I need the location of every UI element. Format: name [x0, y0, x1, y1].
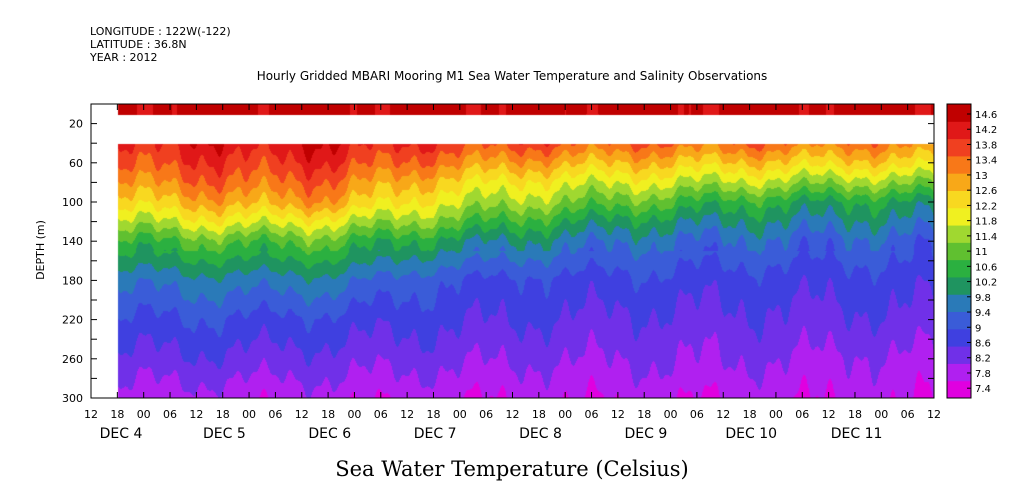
x-hour-label: 18 [321, 408, 335, 421]
colorbar-swatch [947, 242, 971, 261]
colorbar-swatch [947, 363, 971, 382]
x-date-label: DEC 7 [414, 426, 457, 442]
colorbar-label: 8.6 [975, 338, 991, 349]
x-date-label: DEC 11 [831, 426, 883, 442]
y-tick-label: 220 [62, 314, 83, 327]
colorbar-label: 10.2 [975, 278, 997, 289]
colorbar-swatch [947, 138, 971, 157]
colorbar-swatch [947, 155, 971, 174]
colorbar-label: 7.4 [975, 384, 991, 395]
colorbar-swatch [947, 173, 971, 191]
colorbar-label: 9.4 [975, 308, 991, 319]
temperature-heatmap [91, 104, 934, 398]
colorbar-label: 8.2 [975, 354, 991, 365]
colorbar-label: 10.6 [975, 262, 997, 273]
colorbar-swatch [947, 225, 971, 243]
y-axis-label: DEPTH (m) [34, 220, 47, 280]
colorbar-label: 12.6 [975, 186, 997, 197]
colorbar-swatch [947, 346, 971, 364]
x-hour-label: 18 [637, 408, 651, 421]
colorbar: 14.6 14.2 13.8 13.4 13 12.6 12.2 11.8 11.4 11 10.6… [946, 103, 997, 399]
x-hour-label: 00 [664, 408, 678, 421]
x-hour-label: 00 [874, 408, 888, 421]
x-date-label: DEC 8 [519, 426, 562, 442]
x-date-label: DEC 4 [100, 426, 143, 442]
y-tick-label: 300 [62, 392, 83, 405]
x-hour-label: 00 [242, 408, 256, 421]
colorbar-swatch [947, 294, 971, 313]
colorbar-label: 11 [975, 247, 988, 258]
colorbar-label: 13.4 [975, 156, 997, 167]
colorbar-swatch [947, 121, 971, 140]
x-hour-label: 06 [268, 408, 282, 421]
plot-area [90, 103, 935, 399]
x-hour-label: 18 [110, 408, 124, 421]
colorbar-label: 14.2 [975, 125, 997, 136]
x-hour-label: 00 [137, 408, 151, 421]
colorbar-label: 14.6 [975, 110, 997, 121]
y-tick-label: 180 [62, 274, 83, 287]
colorbar-label: 13 [975, 171, 988, 182]
x-axis: 12 18 00 06 12 18 00 06 12 18 00 06 12 18 00 06 12 18 00 06… [84, 104, 941, 442]
x-hour-label: 06 [374, 408, 388, 421]
x-hour-label: 12 [611, 408, 625, 421]
x-hour-label: 06 [901, 408, 915, 421]
colorbar-swatch [947, 380, 971, 399]
x-hour-label: 18 [743, 408, 757, 421]
colorbar-label: 9.8 [975, 293, 991, 304]
x-hour-label: 18 [532, 408, 546, 421]
x-date-label: DEC 10 [725, 426, 777, 442]
x-hour-label: 06 [690, 408, 704, 421]
x-hour-label: 12 [927, 408, 941, 421]
x-date-label: DEC 9 [624, 426, 667, 442]
y-tick-label: 100 [62, 196, 83, 209]
x-hour-label: 00 [558, 408, 572, 421]
colorbar-swatch [947, 311, 971, 330]
x-hour-label: 00 [453, 408, 467, 421]
x-hour-label: 12 [716, 408, 730, 421]
colorbar-label: 13.8 [975, 140, 997, 151]
y-tick-label: 140 [62, 235, 83, 248]
x-hour-label: 18 [426, 408, 440, 421]
year-label: YEAR : 2012 [89, 51, 158, 64]
x-date-label: DEC 5 [203, 426, 246, 442]
y-tick-label: 60 [69, 157, 83, 170]
colorbar-swatch [947, 207, 971, 226]
chart-title: Hourly Gridded MBARI Mooring M1 Sea Wate… [257, 69, 768, 83]
colorbar-swatch [947, 190, 971, 209]
x-hour-label: 06 [585, 408, 599, 421]
x-hour-label: 18 [216, 408, 230, 421]
x-hour-label: 06 [795, 408, 809, 421]
x-hour-label: 12 [189, 408, 203, 421]
x-hour-label: 12 [84, 408, 98, 421]
colorbar-label: 11.4 [975, 232, 997, 243]
latitude-label: LATITUDE : 36.8N [90, 38, 187, 51]
colorbar-swatch [947, 104, 971, 122]
x-hour-label: 00 [769, 408, 783, 421]
x-date-label: DEC 6 [308, 426, 351, 442]
x-hour-label: 12 [295, 408, 309, 421]
x-hour-label: 06 [163, 408, 177, 421]
x-hour-label: 12 [822, 408, 836, 421]
x-hour-label: 06 [479, 408, 493, 421]
x-hour-label: 12 [506, 408, 520, 421]
longitude-label: LONGITUDE : 122W(-122) [90, 25, 231, 38]
colorbar-swatch [947, 276, 971, 295]
colorbar-label: 11.8 [975, 217, 997, 228]
y-axis: 20 60 100 140 180 220 260 300 [62, 103, 934, 405]
colorbar-swatch [947, 328, 971, 347]
x-hour-label: 00 [347, 408, 361, 421]
colorbar-swatch [947, 259, 971, 278]
colorbar-label: 12.2 [975, 201, 997, 212]
y-tick-label: 20 [69, 118, 83, 131]
x-hour-label: 18 [848, 408, 862, 421]
y-tick-label: 260 [62, 353, 83, 366]
colorbar-label: 9 [975, 323, 981, 334]
colorbar-label: 7.8 [975, 369, 991, 380]
x-axis-label: Sea Water Temperature (Celsius) [335, 457, 689, 481]
x-hour-label: 12 [400, 408, 414, 421]
